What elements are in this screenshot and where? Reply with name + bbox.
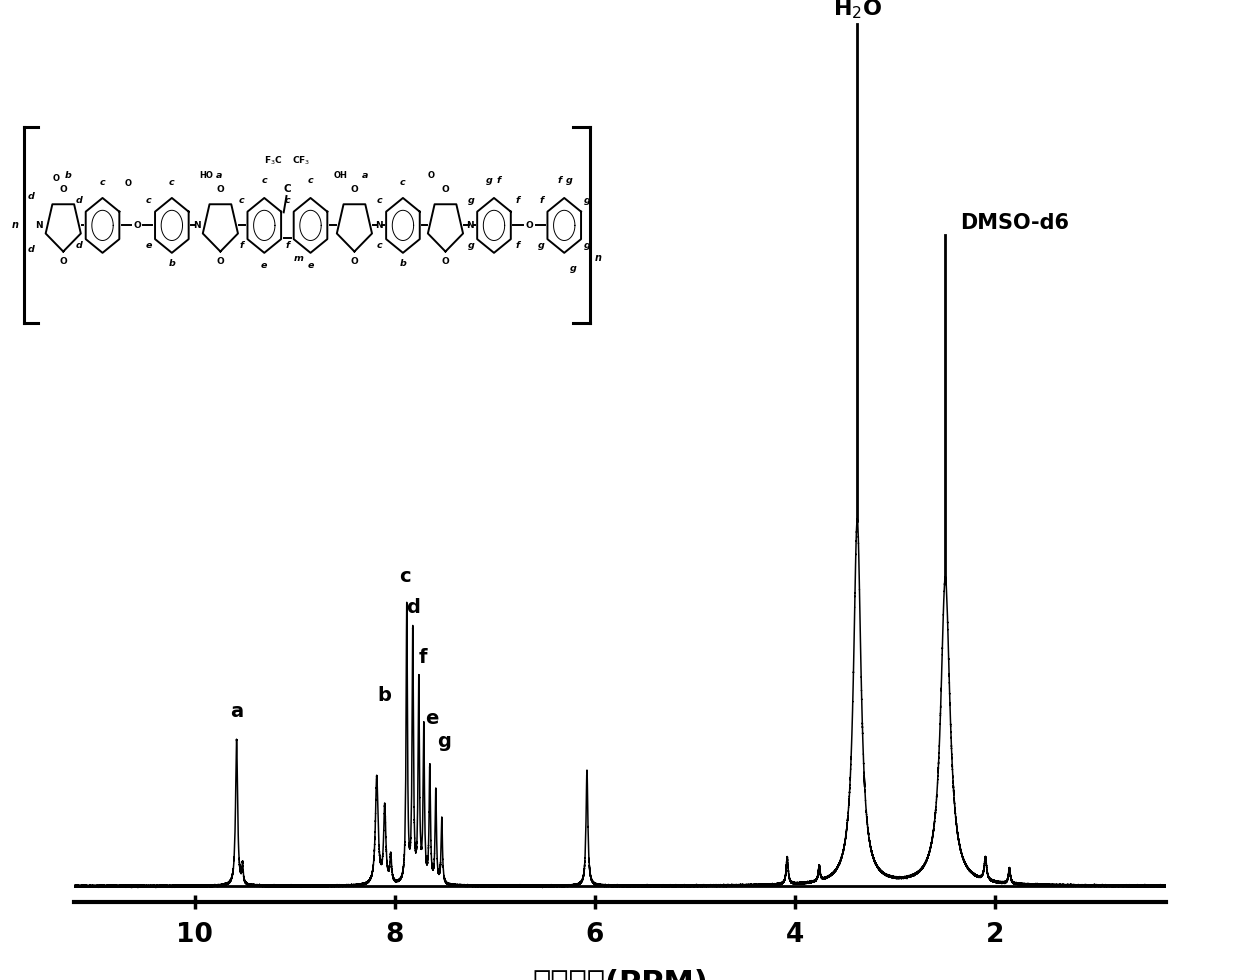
Text: d: d — [27, 245, 35, 254]
Text: O: O — [134, 220, 141, 230]
Text: f: f — [496, 176, 501, 185]
Text: f: f — [419, 648, 427, 666]
Text: g: g — [436, 732, 451, 752]
Text: DMSO-d6: DMSO-d6 — [960, 214, 1069, 233]
Text: N: N — [374, 220, 382, 230]
Text: a: a — [229, 702, 243, 720]
Text: g: g — [584, 241, 590, 250]
Text: d: d — [27, 192, 35, 201]
Text: b: b — [399, 259, 407, 268]
Text: N: N — [193, 220, 201, 230]
Text: O: O — [60, 185, 67, 194]
Text: HO: HO — [200, 172, 213, 180]
Text: c: c — [285, 196, 290, 205]
Text: g: g — [570, 265, 577, 273]
Text: e: e — [308, 261, 314, 270]
Text: f: f — [285, 241, 289, 250]
Text: c: c — [169, 178, 175, 187]
Text: O: O — [351, 257, 358, 266]
Text: e: e — [145, 241, 153, 250]
Text: c: c — [238, 196, 244, 205]
Text: N: N — [36, 220, 43, 230]
Text: d: d — [405, 598, 419, 616]
Text: c: c — [308, 176, 314, 185]
Text: f: f — [539, 196, 543, 205]
Text: OH: OH — [334, 172, 347, 180]
Text: O: O — [351, 185, 358, 194]
Text: b: b — [169, 259, 175, 268]
Text: f: f — [239, 241, 243, 250]
Text: g: g — [584, 196, 590, 205]
Text: O: O — [441, 185, 449, 194]
Text: g: g — [467, 241, 474, 250]
Text: c: c — [401, 178, 405, 187]
Text: F$_3$C: F$_3$C — [264, 154, 283, 167]
Text: c: c — [262, 176, 267, 185]
Text: O: O — [124, 179, 131, 188]
Text: b: b — [64, 172, 71, 180]
Text: e: e — [425, 710, 439, 728]
Text: N: N — [466, 220, 474, 230]
Text: n: n — [11, 220, 19, 230]
Text: O: O — [53, 173, 60, 183]
X-axis label: 化学位移(PPM): 化学位移(PPM) — [532, 968, 708, 980]
Text: g: g — [486, 176, 492, 185]
Text: f: f — [558, 176, 562, 185]
Text: a: a — [361, 172, 368, 180]
Text: g: g — [467, 196, 474, 205]
Text: c: c — [146, 196, 151, 205]
Text: O: O — [60, 257, 67, 266]
Text: C: C — [284, 184, 291, 194]
Text: d: d — [76, 196, 83, 205]
Text: c: c — [399, 566, 410, 586]
Text: m: m — [294, 255, 304, 264]
Text: f: f — [515, 196, 520, 205]
Text: c: c — [99, 178, 105, 187]
Text: O: O — [217, 185, 224, 194]
Text: g: g — [565, 176, 572, 185]
Text: n: n — [594, 254, 601, 264]
Text: g: g — [538, 241, 544, 250]
Text: b: b — [378, 686, 392, 706]
Text: O: O — [428, 172, 435, 180]
Text: O: O — [441, 257, 449, 266]
Text: CF$_3$: CF$_3$ — [293, 154, 310, 167]
Text: e: e — [262, 261, 268, 270]
Text: d: d — [76, 241, 83, 250]
Text: O: O — [217, 257, 224, 266]
Text: c: c — [377, 241, 383, 250]
Text: a: a — [216, 172, 222, 180]
Text: c: c — [377, 196, 383, 205]
Text: H$_2$O: H$_2$O — [832, 0, 882, 21]
Text: O: O — [526, 220, 533, 230]
Text: f: f — [515, 241, 520, 250]
